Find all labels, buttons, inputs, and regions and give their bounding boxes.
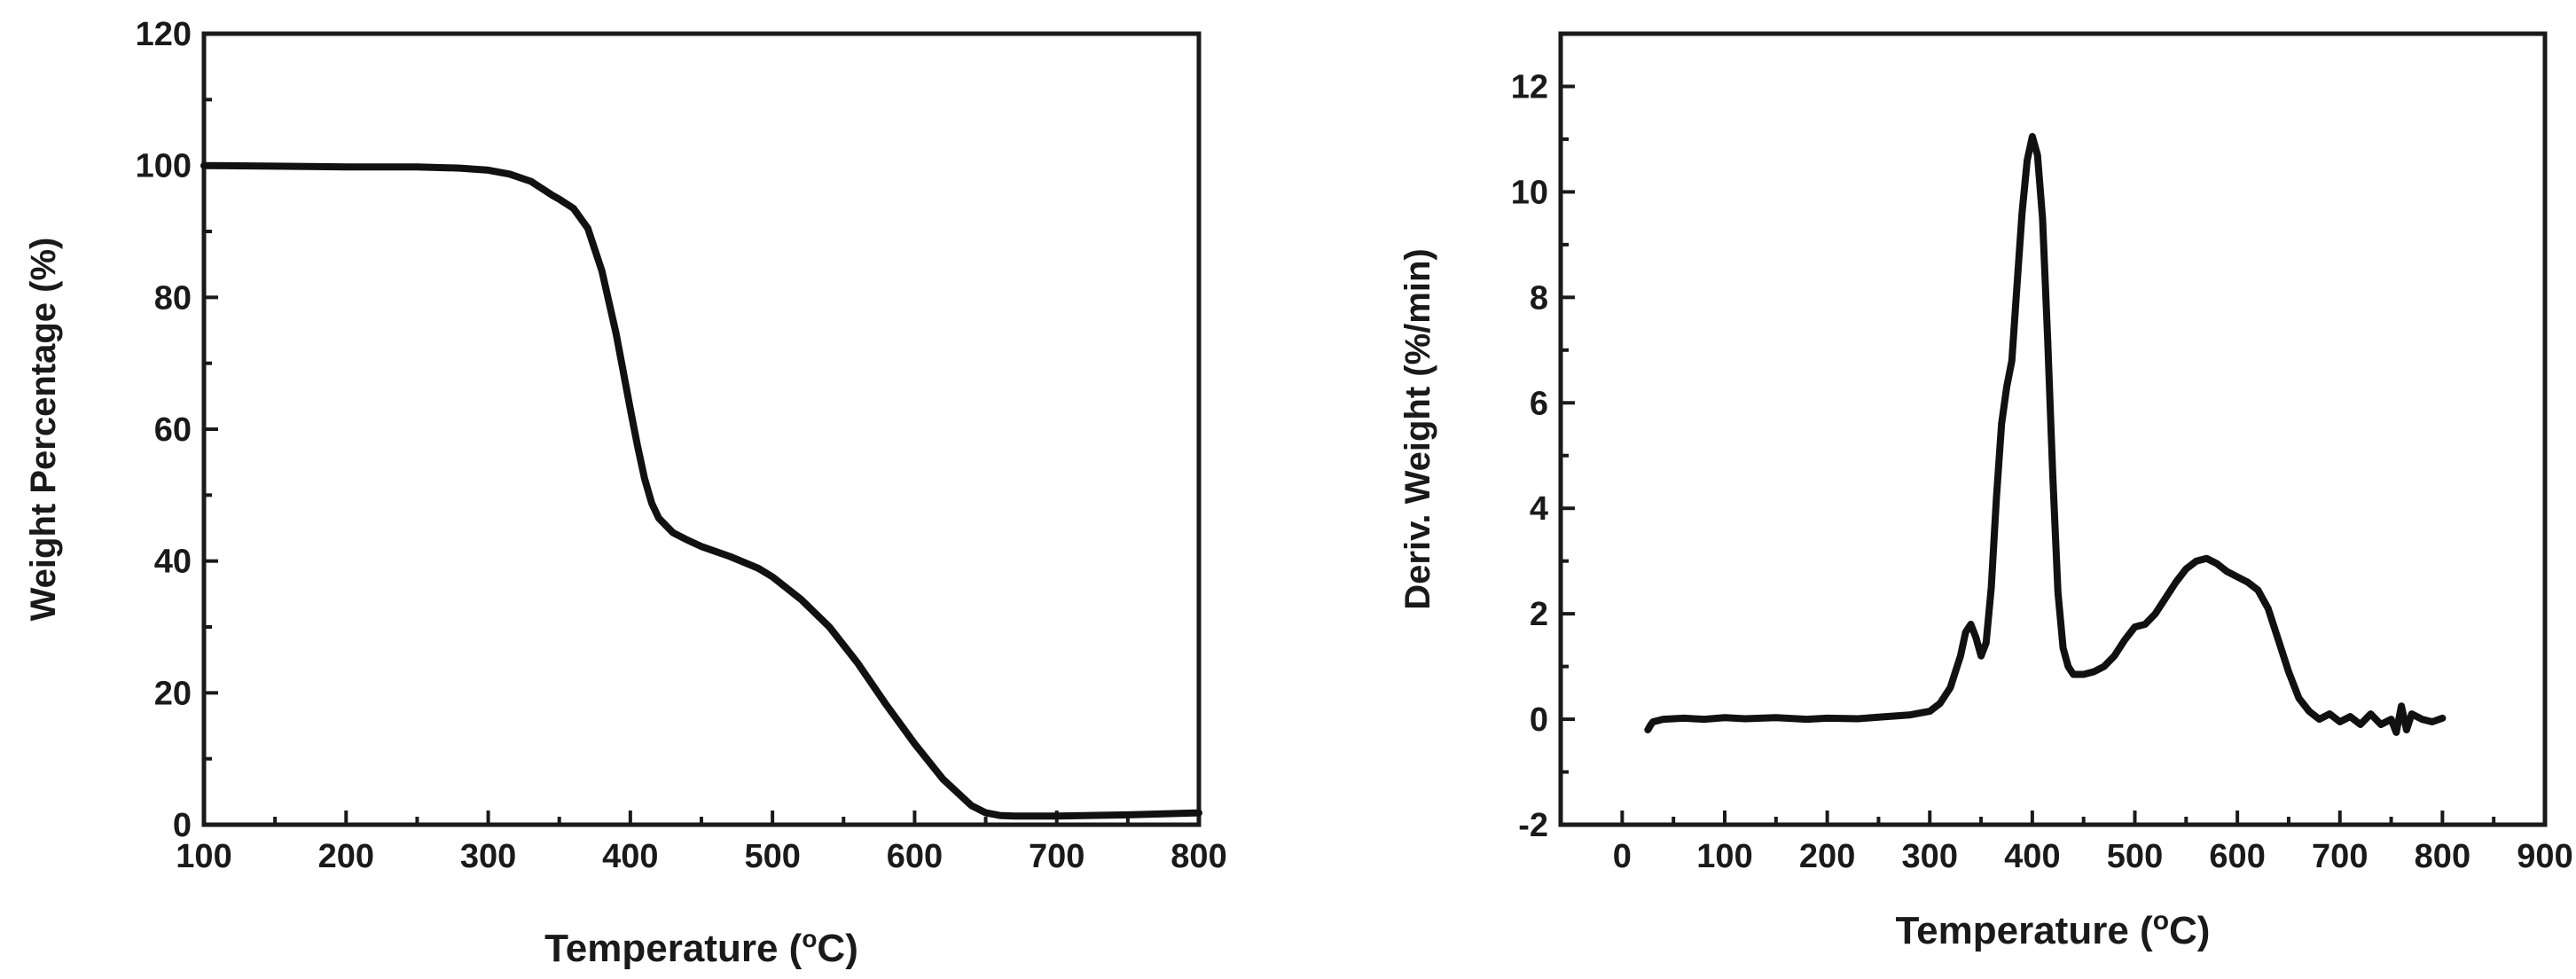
tga-x-tick-label: 700 — [1029, 838, 1084, 875]
tga-x-tick-label: 300 — [460, 838, 516, 875]
dtg-y-tick-label: 8 — [1530, 279, 1548, 317]
dtg-x-tick-label: 900 — [2517, 838, 2572, 875]
tga-y-tick-label: 0 — [173, 807, 192, 844]
tga-x-tick-label: 600 — [887, 838, 943, 875]
dtg-tick-labels: 0 100 200 300 400 500 600 700 800 900 -2 0 2 4 6 8 10 12 — [1511, 68, 2573, 875]
tga-x-tick-label: 100 — [176, 838, 231, 875]
dtg-x-tick-label: 700 — [2312, 838, 2368, 875]
tga-y-tick-label: 20 — [154, 675, 192, 712]
tga-x-tick-label: 200 — [318, 838, 374, 875]
tga-x-tick-label: 400 — [602, 838, 658, 875]
tga-y-tick-label: 100 — [136, 148, 192, 185]
tga-y-axis-title: Weight Percentage (%) — [24, 238, 63, 622]
dtg-x-tick-label: 800 — [2415, 838, 2470, 875]
dtg-x-tick-label: 100 — [1696, 838, 1752, 875]
dtg-y-tick-label: 4 — [1530, 490, 1548, 528]
tga-y-tick-label: 60 — [154, 411, 192, 449]
dtg-x-tick-label: 200 — [1799, 838, 1855, 875]
dtg-y-tick-label: 0 — [1530, 701, 1548, 739]
dtg-x-axis-title: Temperature (oC) — [1896, 906, 2211, 952]
dtg-ticks — [1561, 84, 2547, 826]
tga-chart: 100 200 300 400 500 600 700 800020406080100120 … — [24, 16, 1227, 970]
tga-y-tick-label: 80 — [154, 279, 192, 317]
dtg-y-tick-label: 2 — [1530, 596, 1548, 633]
tga-x-tick-label: 500 — [744, 838, 800, 875]
dtg-y-tick-label: 10 — [1511, 174, 1548, 211]
dtg-plot-frame — [1558, 31, 2548, 827]
tga-x-axis-title: Temperature (oC) — [544, 925, 858, 970]
dtg-x-tick-label: 600 — [2209, 838, 2265, 875]
dtg-y-axis-title: Deriv. Weight (%/min) — [1398, 248, 1437, 609]
dtg-x-tick-label: 400 — [2004, 838, 2060, 875]
dtg-y-tick-label: 6 — [1530, 385, 1548, 422]
tga-y-tick-label: 120 — [136, 16, 192, 53]
tga-y-tick-label: 40 — [154, 544, 192, 581]
dtg-deriv-weight-curve — [1644, 133, 2447, 736]
dtg-x-tick-label: 300 — [1902, 838, 1958, 875]
dtg-x-tick-label: 0 — [1613, 838, 1632, 875]
tga-x-tick-label: 800 — [1171, 838, 1226, 875]
tga-weight-curve — [200, 161, 1202, 820]
tga-tick-labels: 100 200 300 400 500 600 700 800 0 20 40 60 80 100 120 — [136, 16, 1227, 875]
dtg-x-tick-label: 500 — [2107, 838, 2163, 875]
dtg-chart: 0 100 200 300 400 500 600 700 800 900-2024681012 … — [1398, 31, 2573, 952]
dtg-y-tick-label: -2 — [1518, 807, 1548, 844]
dtg-y-tick-label: 12 — [1511, 68, 1548, 106]
